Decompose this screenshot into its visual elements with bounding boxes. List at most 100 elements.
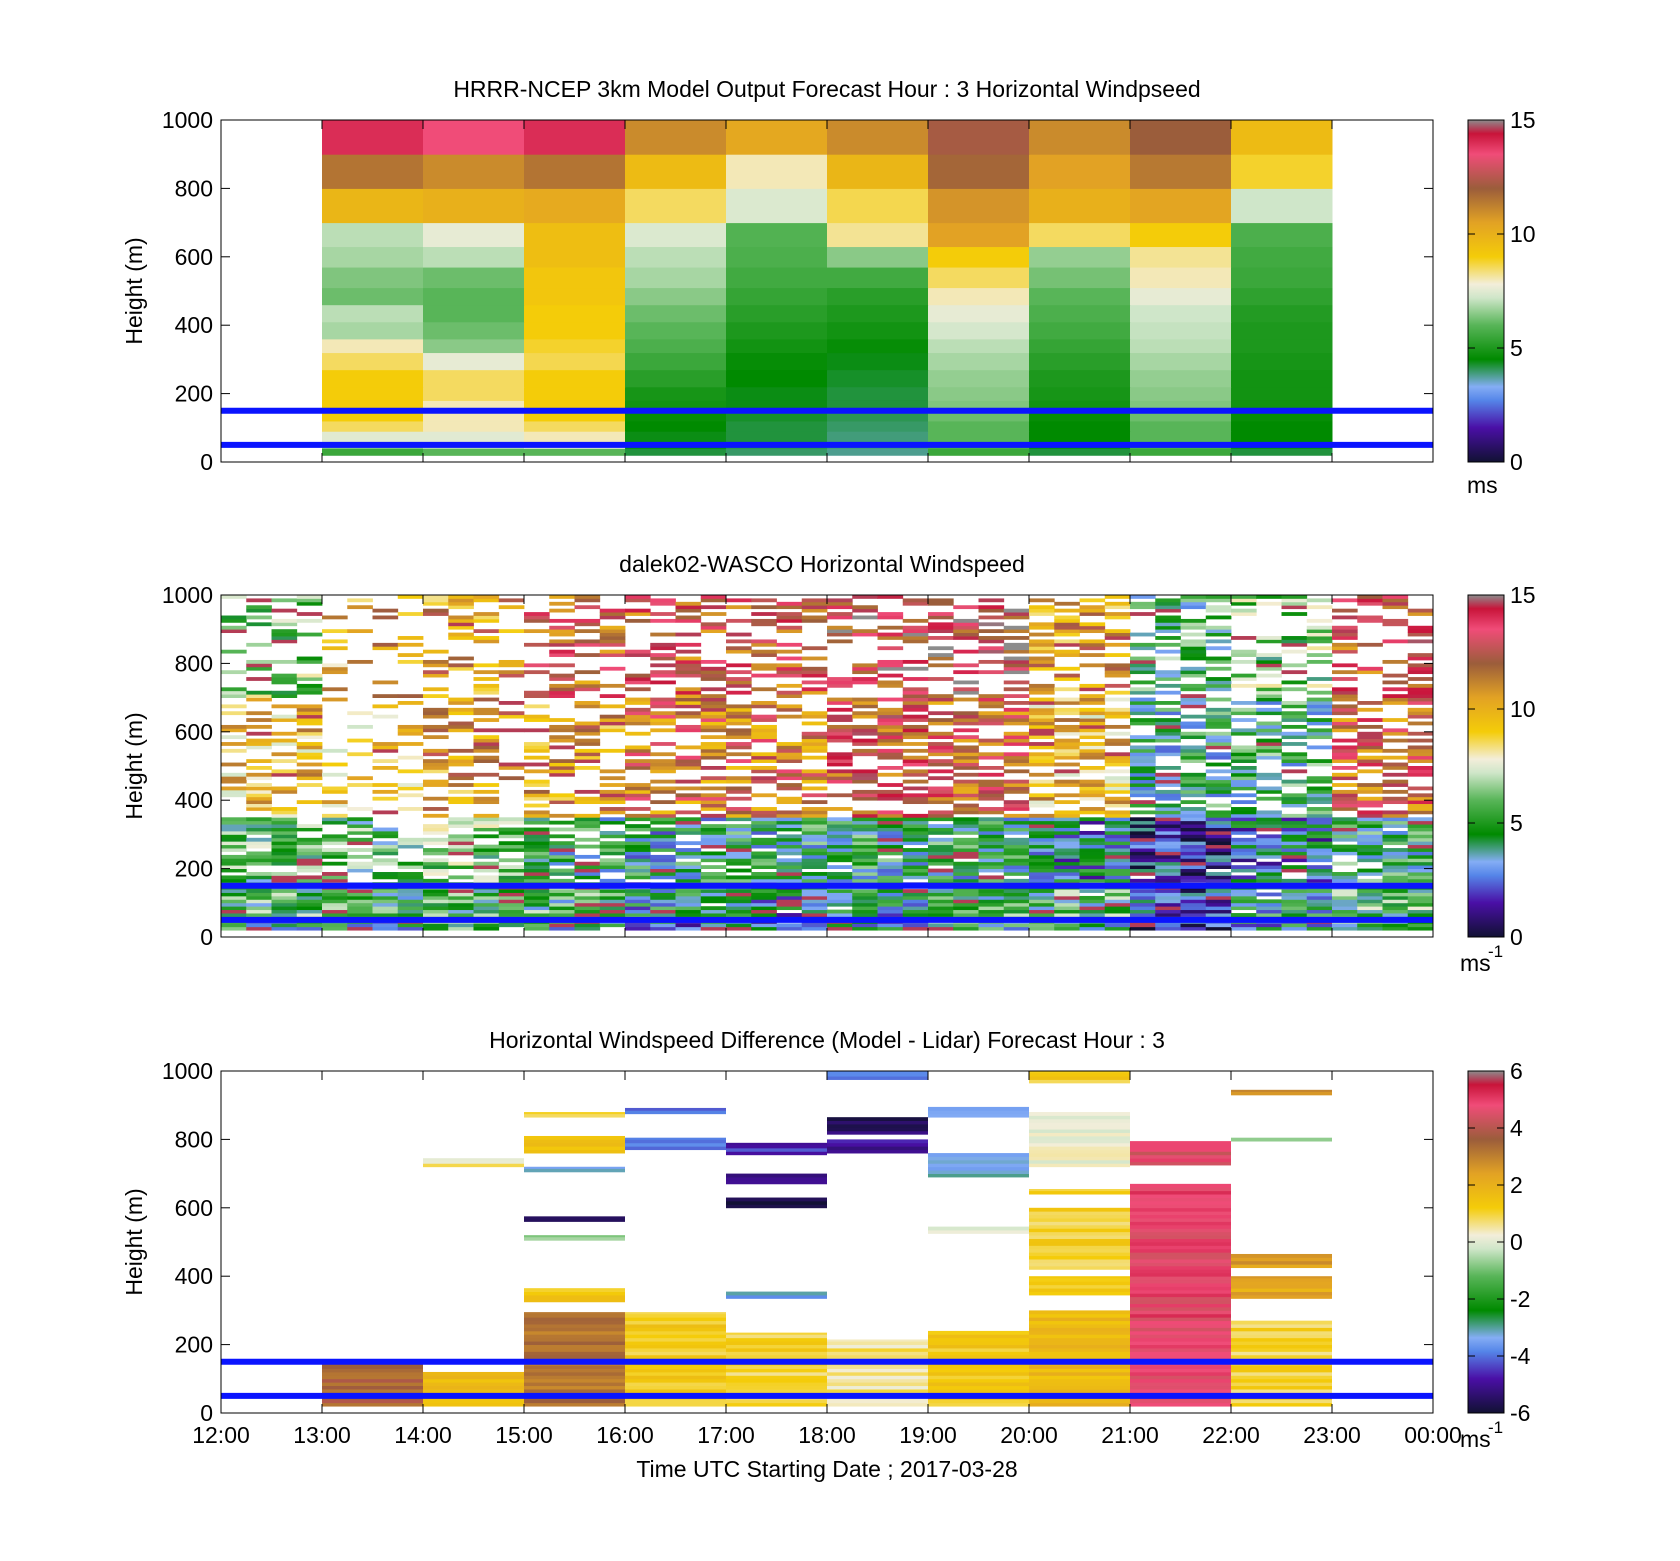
- lidar-cell: [675, 701, 702, 705]
- difference-cell: [1130, 1289, 1231, 1294]
- lidar-cell: [246, 697, 272, 702]
- lidar-cell: [1382, 748, 1409, 753]
- lidar-cell: [448, 636, 474, 640]
- lidar-cell: [776, 810, 803, 815]
- lidar-cell: [877, 615, 904, 620]
- lidar-cell: [448, 701, 474, 705]
- lidar-cell: [726, 663, 752, 668]
- lidar-cell: [1205, 830, 1232, 835]
- difference-cell: [726, 1348, 827, 1352]
- model-cell: [322, 400, 424, 412]
- lidar-cell: [700, 865, 727, 869]
- lidar-cell: [1382, 796, 1409, 801]
- lidar-cell: [1003, 701, 1030, 705]
- difference-cell: [524, 1341, 625, 1345]
- x-axis-label: Time UTC Starting Date ; 2017-03-28: [636, 1456, 1017, 1482]
- lidar-cell: [751, 810, 777, 815]
- lidar-cell: [700, 803, 727, 808]
- lidar-cell: [372, 834, 399, 839]
- lidar-cell: [675, 666, 702, 671]
- lidar-cell: [827, 605, 853, 610]
- model-cell: [726, 420, 828, 432]
- lidar-cell: [1130, 601, 1156, 606]
- lidar-cell: [1382, 673, 1409, 678]
- lidar-cell: [625, 899, 651, 904]
- lidar-cell: [1155, 824, 1181, 828]
- lidar-cell: [1104, 605, 1131, 610]
- lidar-cell: [902, 830, 929, 835]
- model-cell: [726, 386, 828, 401]
- lidar-cell: [1029, 697, 1055, 702]
- lidar-cell: [877, 659, 904, 664]
- lidar-cell: [1003, 636, 1030, 640]
- x-tick-label: 13:00: [293, 1422, 351, 1448]
- model-cell: [423, 410, 525, 422]
- lidar-cell: [801, 608, 828, 613]
- lidar-cell: [625, 858, 651, 863]
- lidar-cell: [1205, 598, 1232, 603]
- lidar-cell: [448, 755, 474, 760]
- lidar-cell: [978, 649, 1005, 654]
- lidar-cell: [827, 718, 853, 722]
- lidar-cell: [221, 618, 247, 623]
- lidar-cell: [776, 817, 803, 822]
- lidar-cell: [296, 837, 323, 842]
- lidar-cell: [549, 834, 575, 839]
- lidar-cell: [1104, 663, 1131, 668]
- lidar-cell: [1029, 889, 1055, 893]
- lidar-cell: [877, 711, 904, 716]
- lidar-cell: [1029, 622, 1055, 627]
- lidar-cell: [372, 889, 399, 893]
- lidar-cell: [978, 796, 1005, 801]
- colorbar-tick-label: 0: [1510, 924, 1523, 950]
- lidar-cell: [1256, 694, 1282, 698]
- lidar-cell: [574, 629, 601, 634]
- lidar-cell: [347, 861, 373, 866]
- lidar-cell: [827, 844, 853, 849]
- lidar-cell: [726, 598, 752, 603]
- difference-cell: [625, 1110, 726, 1115]
- lidar-cell: [1306, 779, 1333, 784]
- lidar-cell: [1332, 598, 1358, 603]
- lidar-cell: [322, 663, 348, 668]
- lidar-cell: [246, 731, 272, 736]
- lidar-cell: [1256, 844, 1282, 849]
- lidar-cell: [877, 707, 904, 712]
- lidar-cell: [852, 851, 878, 856]
- lidar-cell: [801, 776, 828, 781]
- lidar-cell: [1205, 687, 1232, 692]
- lidar-cell: [1382, 878, 1409, 883]
- lidar-cell: [751, 861, 777, 866]
- lidar-cell: [1382, 926, 1409, 931]
- model-cell: [1130, 304, 1232, 323]
- model-cell: [1231, 431, 1333, 442]
- lidar-cell: [347, 776, 373, 781]
- lidar-cell: [801, 666, 828, 671]
- lidar-cell: [953, 605, 979, 610]
- lidar-cell: [1104, 837, 1131, 842]
- lidar-cell: [625, 844, 651, 849]
- model-cell: [524, 120, 626, 155]
- lidar-cell: [1130, 721, 1156, 726]
- lidar-cell: [1231, 895, 1257, 900]
- lidar-cell: [902, 666, 929, 671]
- lidar-cell: [1079, 625, 1106, 630]
- lidar-cell: [1407, 683, 1433, 688]
- lidar-cell: [827, 841, 853, 846]
- lidar-cell: [675, 796, 702, 801]
- lidar-cell: [549, 639, 575, 644]
- difference-cell: [524, 1351, 625, 1356]
- lidar-cell: [726, 670, 752, 675]
- lidar-cell: [877, 742, 904, 746]
- difference-cell: [1130, 1327, 1231, 1332]
- lidar-cell: [1180, 625, 1207, 630]
- lidar-cell: [498, 776, 525, 781]
- model-cell: [322, 410, 424, 422]
- lidar-cell: [271, 786, 298, 791]
- lidar-cell: [221, 878, 247, 883]
- lidar-cell: [625, 872, 651, 876]
- lidar-cell: [852, 830, 878, 835]
- lidar-cell: [1332, 721, 1358, 726]
- lidar-cell: [1155, 622, 1181, 627]
